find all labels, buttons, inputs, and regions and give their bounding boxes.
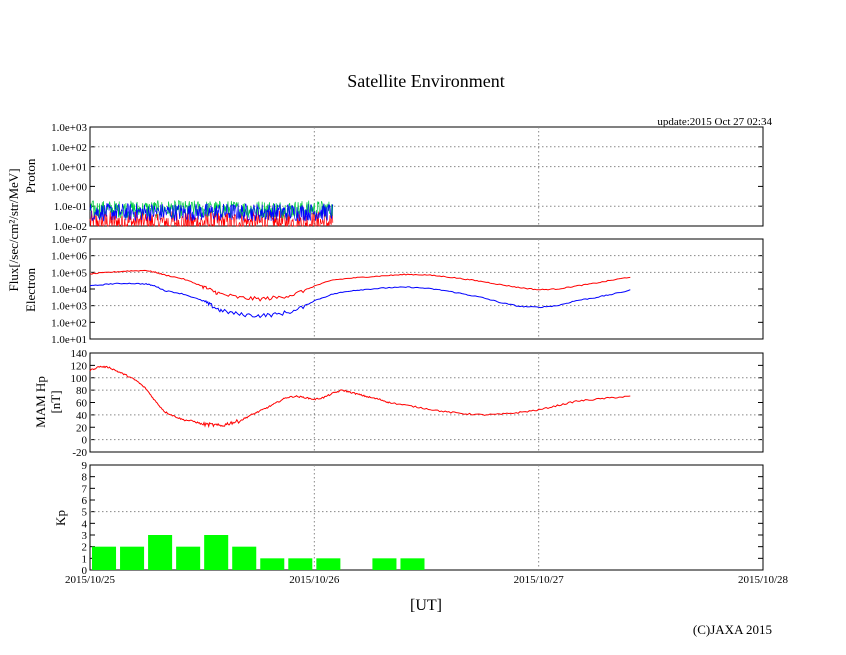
mam_hp-frame	[89, 352, 764, 453]
kp-bar	[372, 558, 397, 570]
kp-bar	[120, 546, 145, 570]
mam_hp-ytick-label: 60	[76, 398, 88, 410]
proton-ytick-label: 1.0e+00	[51, 181, 87, 193]
proton-ytick-label: 1.0e+01	[51, 162, 87, 174]
electron-ytick-label: 1.0e+05	[51, 267, 87, 279]
update-timestamp: update:2015 Oct 27 02:34	[657, 116, 772, 128]
proton-ytick-label: 1.0e-01	[54, 201, 87, 213]
electron-series-blue	[89, 282, 631, 319]
x-tick-label: 2015/10/27	[514, 574, 565, 586]
kp-ytick-label: 0	[82, 565, 88, 577]
mam_hp-ytick-label: 100	[71, 373, 88, 385]
mam_hp-ytick-label: 0	[82, 435, 88, 447]
electron-frame	[89, 238, 764, 340]
electron-ylabel: Electron	[23, 267, 38, 312]
kp-ytick-label: 7	[82, 483, 88, 495]
mam_hp-ytick-label: -20	[72, 447, 87, 459]
chart-title: Satellite Environment	[347, 71, 504, 91]
proton-ytick-label: 1.0e-02	[54, 221, 87, 233]
kp-bar	[316, 558, 341, 570]
mam_hp-ytick-label: 120	[71, 360, 88, 372]
flux-ylabel: Flux[/sec/cm²/str/MeV]	[6, 168, 21, 291]
x-axis-label: [UT]	[410, 597, 442, 614]
mam_hp-ytick-label: 20	[76, 422, 88, 434]
mam-hp-ylabel: MAM Hp	[33, 376, 48, 428]
copyright: (C)JAXA 2015	[693, 622, 772, 637]
x-tick-label: 2015/10/25	[65, 574, 116, 586]
electron-ytick-label: 1.0e+01	[51, 334, 87, 346]
proton-series-red	[89, 209, 334, 227]
proton-ytick-label: 1.0e+03	[51, 122, 87, 134]
proton-frame	[89, 126, 764, 227]
electron-series-red	[89, 269, 631, 302]
proton-ytick-label: 1.0e+02	[51, 142, 87, 154]
electron-panel: 1.0e+01 1.0e+02 1.0e+03 1.0e+04 1.0e+05 1.0e+…	[51, 234, 764, 346]
kp-ytick-label: 8	[82, 472, 88, 484]
x-tick-label: 2015/10/26	[289, 574, 340, 586]
mam_hp-ytick-label: 40	[76, 410, 88, 422]
electron-ytick-label: 1.0e+03	[51, 301, 87, 313]
kp-ytick-label: 2	[82, 542, 88, 554]
mam_hp-ytick-label: 80	[76, 385, 88, 397]
mam-hp-unit: [nT]	[48, 390, 63, 413]
x-tick-label: 2015/10/28	[738, 574, 789, 586]
electron-ytick-label: 1.0e+07	[51, 234, 87, 246]
kp-ytick-label: 6	[82, 495, 88, 507]
kp-ytick-label: 4	[82, 518, 88, 530]
kp-bar	[92, 546, 117, 570]
electron-ytick-label: 1.0e+06	[51, 251, 87, 263]
kp-bar	[148, 535, 173, 570]
electron-ytick-label: 1.0e+02	[51, 317, 87, 329]
kp-ylabel: Kp	[53, 510, 68, 526]
kp-bar	[176, 546, 201, 570]
kp-bar	[400, 558, 425, 570]
proton-series-blue	[89, 202, 334, 222]
kp-bar	[260, 558, 285, 570]
kp-ytick-label: 9	[82, 460, 88, 472]
proton-ylabel: Proton	[23, 158, 38, 193]
kp-ytick-label: 5	[82, 507, 88, 519]
mam_hp-series-Hp	[89, 365, 631, 429]
electron-ytick-label: 1.0e+04	[51, 284, 87, 296]
kp-frame	[89, 464, 764, 571]
proton-panel: 1.0e-02 1.0e-01 1.0e+00 1.0e+01 1.0e+02 1.0e+…	[51, 122, 764, 233]
kp-ytick-label: 3	[82, 530, 88, 542]
kp-ytick-label: 1	[82, 553, 88, 565]
mam_hp-ytick-label: 140	[71, 348, 88, 360]
kp-bar	[288, 558, 313, 570]
kp-bar	[232, 546, 257, 570]
kp-bar	[204, 535, 229, 570]
